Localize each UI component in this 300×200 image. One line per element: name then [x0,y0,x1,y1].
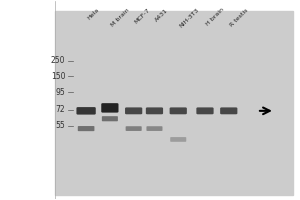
Bar [55,11,293,195]
Text: 55: 55 [56,121,65,130]
FancyBboxPatch shape [146,107,163,114]
FancyBboxPatch shape [169,107,187,114]
Text: 95: 95 [56,88,65,97]
Text: 250: 250 [51,56,65,65]
FancyBboxPatch shape [146,126,163,131]
FancyBboxPatch shape [196,107,214,114]
Text: Hela: Hela [86,7,100,21]
Text: 72: 72 [56,105,65,114]
FancyBboxPatch shape [170,137,186,142]
FancyBboxPatch shape [126,126,142,131]
Text: H brain: H brain [205,7,225,27]
Text: M brain: M brain [110,7,130,28]
Text: 150: 150 [51,72,65,81]
FancyBboxPatch shape [125,107,142,114]
Text: MCF-7: MCF-7 [134,7,151,25]
FancyBboxPatch shape [101,103,118,113]
Text: A431: A431 [154,7,169,22]
FancyBboxPatch shape [102,116,118,121]
FancyBboxPatch shape [78,126,94,131]
FancyBboxPatch shape [220,107,237,114]
Text: R testis: R testis [229,7,249,27]
Text: NIH-3T3: NIH-3T3 [178,7,200,29]
FancyBboxPatch shape [76,107,96,115]
